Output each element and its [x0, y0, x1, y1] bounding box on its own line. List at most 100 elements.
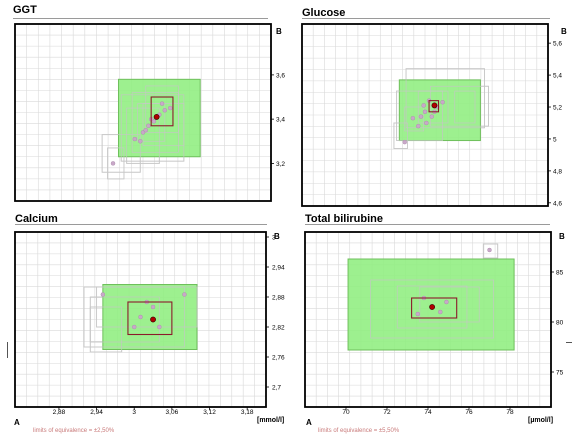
- title-underline: [302, 18, 550, 19]
- x-tick-label: 3: [132, 409, 136, 416]
- equivalence-region: [398, 79, 481, 142]
- title-underline: [15, 224, 267, 225]
- lab-box: [396, 285, 468, 329]
- title-underline: [305, 224, 550, 225]
- lab-box: [393, 122, 408, 149]
- x-tick-label: 72: [383, 409, 391, 416]
- data-point: [110, 161, 116, 166]
- y-tick-label: 3: [272, 235, 276, 242]
- lab-box: [101, 134, 141, 173]
- x-tick-label: 74: [424, 409, 432, 416]
- panel-title-calcium: Calcium: [15, 213, 58, 225]
- y-tick-label: 2,88: [272, 295, 285, 302]
- data-point: [487, 247, 492, 253]
- y-tick-label: 4,8: [553, 168, 562, 175]
- data-point: [159, 101, 165, 106]
- x-tick-label: 78: [506, 409, 514, 416]
- x-tick-label: 70: [342, 409, 350, 416]
- data-point: [100, 292, 106, 297]
- data-point: [440, 100, 445, 105]
- chart-2: 4,6 4,8 5 5,2 5,4 5,6: [301, 23, 562, 207]
- panel-title-total-bilirubine: Total bilirubine: [305, 213, 384, 225]
- confidence-box: [411, 297, 458, 319]
- y-tick-label: 5,6: [553, 41, 562, 48]
- data-point: [157, 324, 162, 330]
- axis-name-b: B: [274, 232, 280, 241]
- data-point: [162, 108, 167, 113]
- y-tick-label: 2,94: [272, 265, 285, 272]
- equivalence-footnote: limits of equivalence = ±5,50%: [318, 428, 400, 434]
- x-tick-label: 76: [465, 409, 473, 416]
- panel-title-ggt: GGT: [13, 4, 37, 16]
- y-tick-label: 2,76: [272, 355, 285, 362]
- data-point: [429, 114, 434, 119]
- center-point: [153, 114, 160, 120]
- y-tick-label: 5,2: [553, 105, 562, 112]
- x-tick-label: 2,88: [53, 409, 66, 416]
- data-point: [402, 139, 407, 145]
- y-tick-label: 4,6: [553, 200, 562, 207]
- center-point: [431, 102, 438, 109]
- units-label: [µmol/l]: [528, 417, 554, 424]
- lab-box: [89, 306, 123, 353]
- y-tick-label: 75: [556, 370, 564, 377]
- equivalence-footnote: limits of equivalence = ±2,50%: [33, 428, 115, 434]
- data-point: [132, 324, 137, 330]
- lab-box: [482, 243, 499, 259]
- grid: [302, 24, 548, 206]
- data-point: [132, 136, 138, 142]
- confidence-box: [150, 96, 174, 127]
- x-tick-label: 3,18: [241, 409, 254, 416]
- y-tick-label: 5,4: [553, 73, 562, 80]
- data-point: [143, 127, 148, 133]
- y-tick-label: 2,7: [272, 385, 281, 392]
- confidence-box: [428, 100, 440, 113]
- y-tick-label: 3,2: [276, 161, 285, 168]
- y-tick-label: 3,4: [276, 117, 285, 124]
- page-edge-mark: [7, 342, 8, 358]
- lab-box: [107, 147, 125, 180]
- data-point: [444, 299, 449, 305]
- chart-3: 2,7 2,76 2,82 2,88 2,94 3 2,88 2,94 3 3,06 3,12 3,1…: [14, 231, 285, 416]
- lab-box: [430, 85, 489, 127]
- data-point: [422, 109, 428, 115]
- panel-title-glucose: Glucose: [302, 7, 346, 19]
- lab-box: [405, 68, 485, 129]
- axis-name-a: A: [306, 418, 312, 427]
- data-point: [150, 304, 156, 310]
- units-label: [mmol/l]: [257, 417, 285, 424]
- title-underline: [13, 18, 268, 19]
- equivalence-region: [102, 284, 198, 350]
- data-point: [168, 105, 173, 111]
- data-point: [138, 314, 143, 320]
- axis-name-b: B: [561, 27, 567, 36]
- data-point: [138, 139, 143, 144]
- lab-box: [370, 279, 495, 339]
- data-point: [421, 103, 426, 108]
- confidence-box: [127, 301, 173, 336]
- data-point: [438, 309, 443, 315]
- chart-1: 3,2 3,4 3,6: [14, 23, 285, 202]
- plot-frame: [301, 23, 549, 207]
- plot-frame: [14, 23, 272, 202]
- x-tick-label: 2,94: [90, 409, 103, 416]
- y-tick-label: 3,6: [276, 72, 285, 79]
- data-point: [410, 115, 416, 121]
- axis-name-b: B: [559, 232, 565, 241]
- data-point: [418, 114, 424, 119]
- data-point: [416, 123, 421, 129]
- lab-box: [145, 85, 179, 133]
- data-point: [415, 311, 420, 317]
- x-tick-label: 3,06: [166, 409, 179, 416]
- y-tick-label: 2,82: [272, 325, 285, 332]
- y-tick-label: 85: [556, 270, 564, 277]
- center-point: [429, 304, 435, 310]
- lab-box: [404, 106, 425, 132]
- chart-4: 75 80 85 70 72 74 76 78: [304, 231, 564, 416]
- center-point: [150, 316, 156, 323]
- lab-box: [419, 286, 480, 323]
- y-tick-label: 5: [553, 136, 557, 143]
- x-tick-label: 3,12: [203, 409, 216, 416]
- page-edge-mark: [566, 342, 572, 343]
